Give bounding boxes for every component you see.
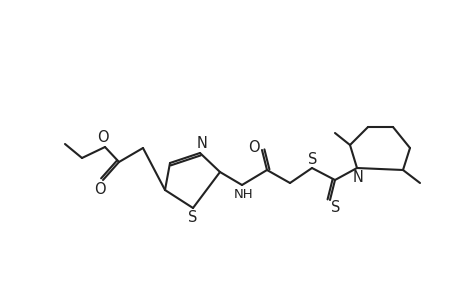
- Text: S: S: [330, 200, 340, 215]
- Text: S: S: [308, 152, 317, 166]
- Text: O: O: [94, 182, 106, 196]
- Text: O: O: [97, 130, 109, 146]
- Text: N: N: [196, 136, 207, 152]
- Text: N: N: [352, 169, 363, 184]
- Text: NH: NH: [234, 188, 253, 200]
- Text: O: O: [248, 140, 259, 154]
- Text: S: S: [188, 211, 197, 226]
